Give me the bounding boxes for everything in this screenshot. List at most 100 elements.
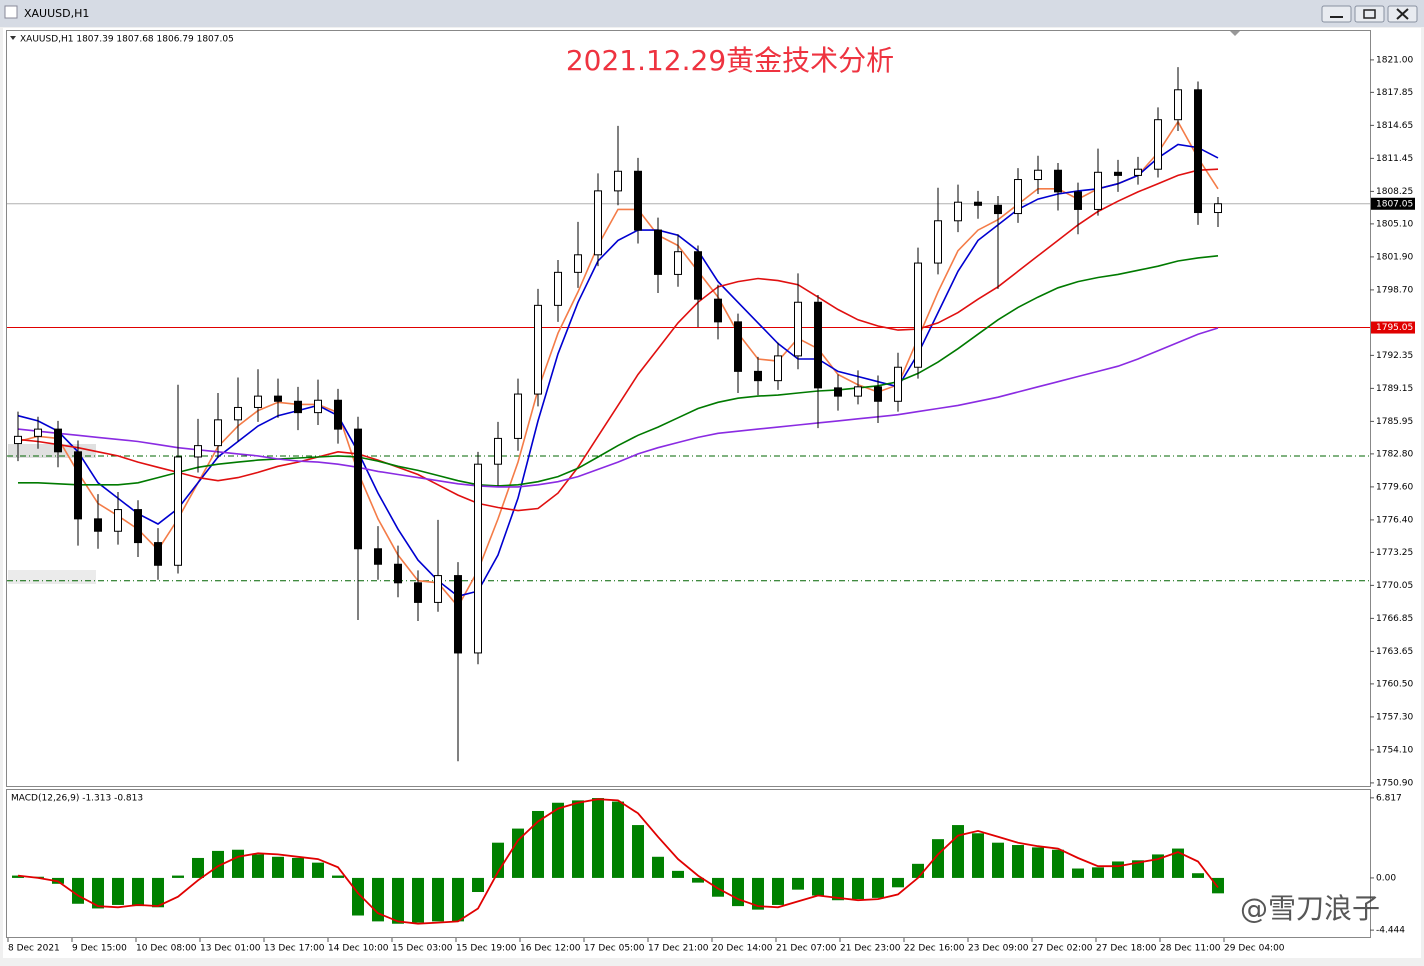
macd-bar — [472, 877, 484, 893]
macd-bar — [612, 801, 624, 878]
candle-body — [1194, 89, 1202, 214]
candle-body — [954, 201, 962, 222]
macd-bar — [212, 850, 224, 878]
y-tick-label: 1782.80 — [1376, 449, 1413, 459]
y-tick-label: 1805.10 — [1376, 219, 1413, 229]
candle-body — [534, 304, 542, 395]
macd-bar — [112, 877, 124, 905]
candle-body — [914, 262, 922, 368]
candle-body — [754, 370, 762, 382]
candle-body — [34, 428, 42, 437]
y-tick-label: 1821.00 — [1376, 55, 1413, 65]
macd-bar — [772, 877, 784, 905]
x-tick-label: 13 Dec 17:00 — [264, 944, 325, 954]
signal-line — [17, 798, 1219, 925]
title-bar — [0, 0, 1424, 27]
y-tick-label: 1760.50 — [1376, 679, 1413, 689]
candle-body — [554, 271, 562, 306]
candle-body — [394, 563, 402, 584]
macd-bar — [252, 854, 264, 878]
macd-bar — [232, 849, 244, 878]
macd-bar — [132, 877, 144, 907]
candle-body — [1094, 171, 1102, 210]
macd-bar — [992, 842, 1004, 878]
macd-bar — [1112, 861, 1124, 878]
macd-header: MACD(12,26,9) -1.313 -0.813 — [11, 794, 143, 804]
macd-bar — [152, 877, 164, 908]
candle-body — [934, 220, 942, 264]
y-tick-label: 1817.85 — [1376, 88, 1413, 98]
candle-body — [1154, 119, 1162, 170]
macd-bar — [272, 856, 284, 878]
candle-body — [614, 170, 622, 192]
x-tick-label: 21 Dec 23:00 — [840, 944, 901, 954]
macd-bar — [492, 842, 504, 878]
y-tick-label: 0.00 — [1376, 873, 1396, 883]
macd-bar — [452, 877, 464, 922]
macd-bar — [172, 875, 184, 878]
y-tick-label: 1750.90 — [1376, 778, 1413, 788]
x-tick-label: 8 Dec 2021 — [8, 944, 60, 954]
x-tick-label: 22 Dec 16:00 — [904, 944, 965, 954]
candle-body — [14, 435, 22, 445]
minimize-button[interactable] — [1321, 5, 1352, 23]
macd-bar — [1012, 845, 1024, 878]
candle-body — [374, 548, 382, 565]
macd-bar — [332, 875, 344, 878]
y-tick-label: 1773.25 — [1376, 548, 1413, 558]
macd-bar — [192, 857, 204, 878]
candle-body — [174, 456, 182, 566]
watermark: @雪刀浪子 — [1240, 892, 1380, 925]
maximize-button[interactable] — [1354, 5, 1385, 23]
candle-body — [154, 542, 162, 566]
y-tick-label: 1808.25 — [1376, 187, 1413, 197]
x-tick-label: 15 Dec 19:00 — [456, 944, 517, 954]
candle-body — [194, 445, 202, 458]
price-line-label-bg — [1371, 321, 1415, 334]
candle-body — [514, 393, 522, 439]
macd-bar — [712, 877, 724, 897]
y-tick-label: 1801.90 — [1376, 252, 1413, 262]
chart-header: XAUUSD,H1 1807.39 1807.68 1806.79 1807.0… — [20, 35, 234, 45]
macd-bar — [872, 877, 884, 898]
macd-bar — [1212, 877, 1224, 894]
macd-bar — [412, 877, 424, 923]
candle-body — [234, 406, 242, 421]
shift-marker — [1230, 31, 1240, 36]
macd-bar — [592, 798, 604, 878]
x-tick-label: 20 Dec 14:00 — [712, 944, 773, 954]
macd-bar — [1172, 848, 1184, 878]
x-tick-label: 17 Dec 21:00 — [648, 944, 709, 954]
y-tick-label: 1757.30 — [1376, 712, 1413, 722]
y-tick-label: 6.817 — [1376, 793, 1402, 803]
candle-body — [474, 463, 482, 654]
candle-body — [294, 400, 302, 414]
candle-body — [1214, 203, 1222, 214]
candle-body — [714, 298, 722, 323]
y-tick-label: 1779.60 — [1376, 482, 1413, 492]
candle-body — [274, 395, 282, 402]
x-tick-label: 23 Dec 09:00 — [968, 944, 1029, 954]
candle-body — [434, 575, 442, 603]
candle-body — [694, 251, 702, 300]
macd-bar — [812, 877, 824, 896]
maximize-glyph — [1363, 9, 1376, 19]
candle-body — [254, 395, 262, 408]
macd-bar — [392, 877, 404, 924]
price-line-label: 1795.05 — [1376, 323, 1413, 333]
macd-bar — [972, 833, 984, 878]
macd-bar — [292, 857, 304, 878]
macd-bar — [1072, 868, 1084, 878]
candle-body — [734, 321, 742, 372]
candle-body — [974, 201, 982, 206]
macd-panel-frame — [6, 789, 1371, 938]
candle-body — [854, 386, 862, 397]
macd-bar — [72, 877, 84, 904]
macd-bar — [572, 800, 584, 878]
macd-bar — [752, 877, 764, 910]
candle-body — [494, 437, 502, 465]
macd-bar — [92, 877, 104, 909]
y-tick-label: 1814.65 — [1376, 121, 1413, 131]
y-tick-label: 1798.70 — [1376, 285, 1413, 295]
